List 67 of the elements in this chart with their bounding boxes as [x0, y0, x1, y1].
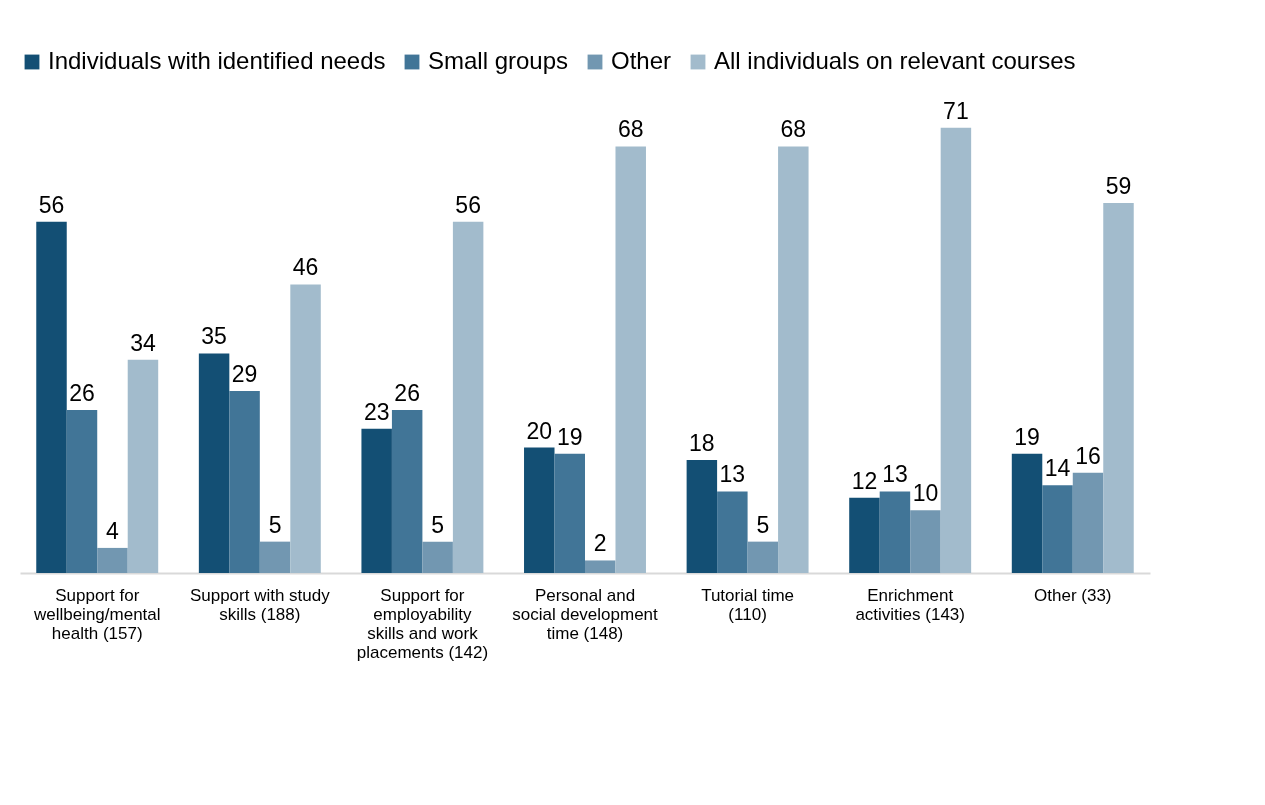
bar: [36, 221, 67, 573]
data-label: 19: [556, 423, 583, 450]
data-label: 71: [943, 97, 969, 124]
data-label: 56: [38, 191, 65, 218]
data-label: 26: [69, 379, 95, 406]
data-label: 10: [912, 480, 939, 507]
bar: [290, 284, 321, 573]
data-label: 35: [201, 323, 227, 350]
data-label: 5: [268, 511, 282, 538]
x-tick-label: Tutorial time (110): [701, 585, 795, 624]
data-label: 56: [455, 191, 481, 218]
bar: [686, 460, 718, 573]
bar: [1103, 202, 1134, 573]
bar: [198, 353, 230, 573]
data-label: 14: [1044, 455, 1071, 482]
bar: [1011, 453, 1043, 573]
x-tick-label: Enrichment activities (143): [855, 585, 965, 624]
data-label: 29: [231, 361, 258, 388]
bar: [524, 447, 555, 573]
bar: [66, 409, 98, 573]
bar: [1072, 472, 1104, 573]
data-label: 68: [617, 116, 644, 143]
data-label: 59: [1105, 172, 1132, 199]
data-label: 19: [1014, 423, 1040, 450]
bar: [229, 391, 260, 573]
bar: [940, 127, 972, 573]
bar: [778, 146, 809, 573]
x-tick-label: Support for wellbeing/mental health (157): [32, 585, 161, 643]
legend-label: Other: [611, 47, 672, 74]
data-label: 13: [719, 461, 746, 488]
bar: [452, 221, 484, 573]
bar: [259, 541, 291, 573]
data-label: 34: [130, 329, 156, 356]
bar: [849, 497, 880, 573]
data-label: 68: [780, 116, 807, 143]
legend-label: Small groups: [428, 47, 569, 74]
data-label: 23: [363, 398, 390, 425]
bar: [717, 491, 748, 573]
bar: [1042, 485, 1073, 573]
data-label: 26: [394, 379, 420, 406]
bar: [910, 510, 941, 573]
data-label: 16: [1075, 442, 1101, 469]
x-tick-label: Other (33): [1034, 585, 1112, 605]
data-label: 5: [756, 511, 770, 538]
bar: [422, 541, 453, 573]
x-tick-label: Support with study skills (188): [189, 585, 331, 624]
x-tick-label: Personal and social development time (148): [512, 585, 659, 643]
data-label: 13: [882, 461, 908, 488]
bar: [585, 560, 616, 573]
data-label: 12: [851, 467, 878, 494]
bar: [97, 547, 128, 573]
data-label: 4: [106, 517, 120, 544]
data-label: 46: [292, 254, 319, 281]
data-label: 18: [689, 430, 715, 457]
legend-label: All individuals on relevant courses: [714, 47, 1076, 74]
bar: [879, 491, 911, 573]
bar: [554, 453, 585, 573]
bar: [391, 409, 423, 573]
bar: [615, 146, 646, 573]
bar: [747, 541, 779, 573]
bar: [127, 359, 159, 573]
bar: [361, 428, 392, 573]
legend-label: Individuals with identified needs: [48, 47, 386, 74]
data-label: 20: [526, 417, 553, 444]
x-tick-label: Support for employability skills and work placements (142): [356, 585, 489, 662]
data-label: 2: [593, 530, 607, 557]
data-label: 5: [431, 511, 445, 538]
